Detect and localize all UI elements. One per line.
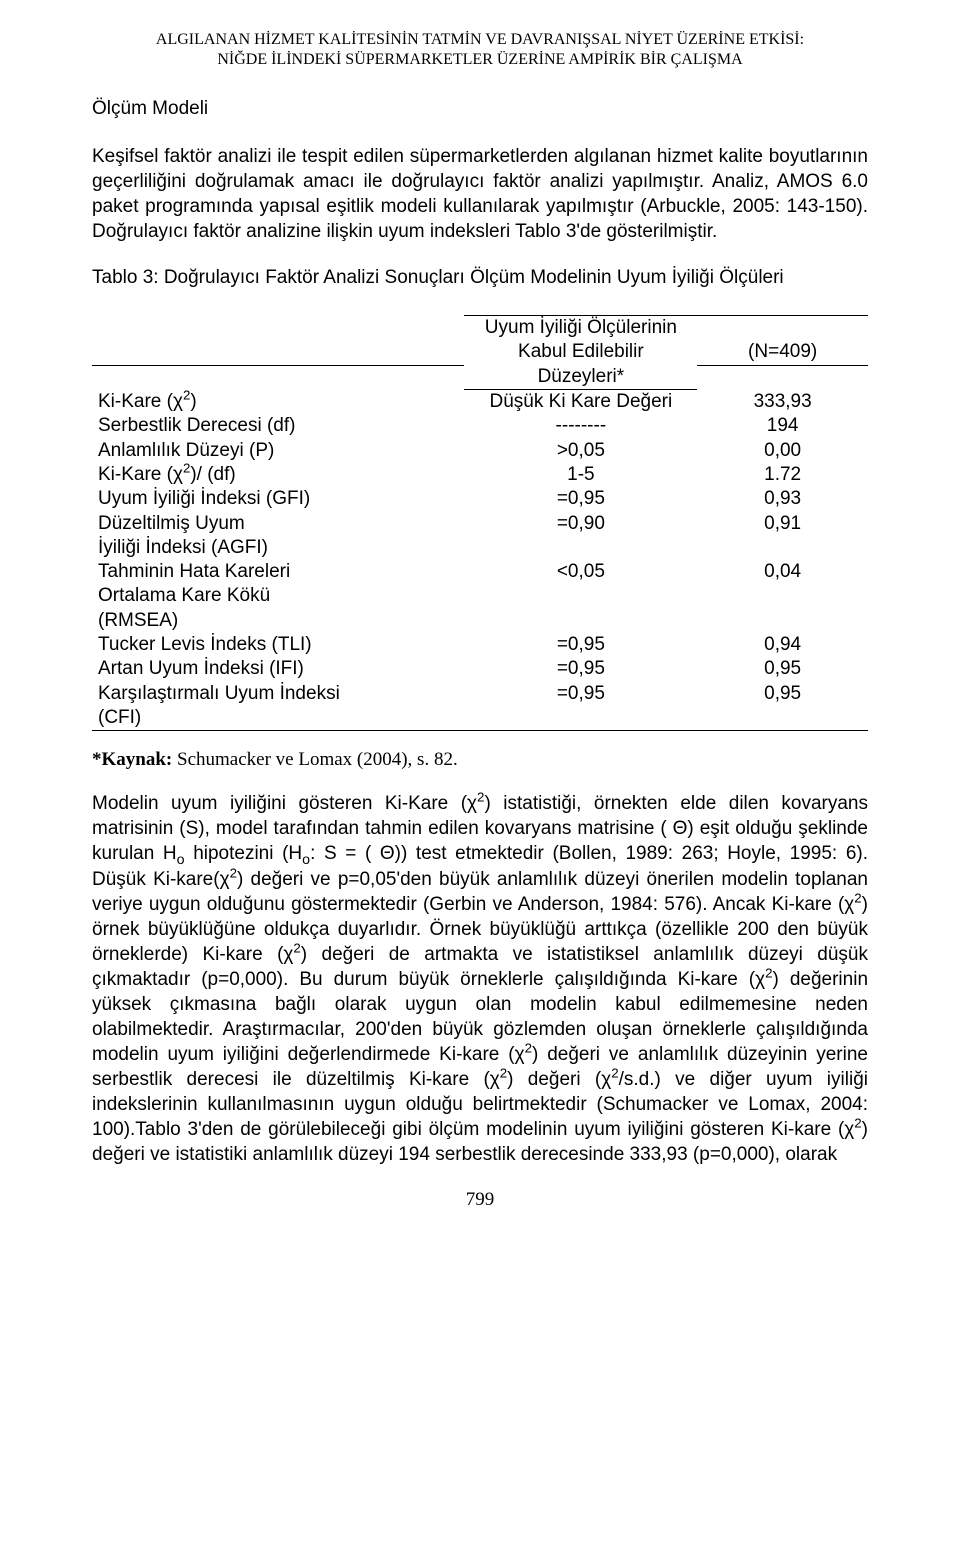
row-value: 0,95 [697,682,868,731]
table-row: Ki-Kare (χ2)Düşük Ki Kare Değeri333,93 [92,390,868,414]
row-label: Uyum İyiliği İndeksi (GFI) [92,487,464,511]
table-row: Karşılaştırmalı Uyum İndeksi(CFI)=0,950,… [92,682,868,731]
table-body: Ki-Kare (χ2)Düşük Ki Kare Değeri333,93Se… [92,390,868,731]
table-row: Artan Uyum İndeksi (IFI)=0,950,95 [92,657,868,681]
row-label: Ki-Kare (χ2)/ (df) [92,463,464,487]
row-value: 0,04 [697,560,868,633]
paragraph-2: Modelin uyum iyiliğini gösteren Ki-Kare … [92,791,868,1167]
paragraph-1: Keşifsel faktör analizi ile tespit edile… [92,144,868,244]
table-caption: Tablo 3: Doğrulayıcı Faktör Analizi Sonu… [92,266,868,291]
table-row: Tucker Levis İndeks (TLI)=0,950,94 [92,633,868,657]
header-crit-line2: Kabul Edilebilir [464,340,697,364]
row-label: Karşılaştırmalı Uyum İndeksi(CFI) [92,682,464,731]
row-label: Tahminin Hata KareleriOrtalama Kare Kökü… [92,560,464,633]
page-number: 799 [92,1189,868,1211]
header-crit-line1: Uyum İyiliği Ölçülerinin [464,316,697,340]
row-label: Tucker Levis İndeks (TLI) [92,633,464,657]
paper-page: ALGILANAN HİZMET KALİTESİNİN TATMİN VE D… [0,0,960,1251]
row-criterion: -------- [464,414,697,438]
section-title: Ölçüm Modeli [92,98,868,120]
source-rest: Schumacker ve Lomax (2004), s. 82. [172,749,457,770]
table-row: Anlamlılık Düzeyi (P)>0,050,00 [92,439,868,463]
table-row: Tahminin Hata KareleriOrtalama Kare Kökü… [92,560,868,633]
row-label: Serbestlik Derecesi (df) [92,414,464,438]
table-row: Serbestlik Derecesi (df)--------194 [92,414,868,438]
row-criterion: >0,05 [464,439,697,463]
table-bottom-rule [92,731,868,732]
running-head: ALGILANAN HİZMET KALİTESİNİN TATMİN VE D… [92,30,868,70]
row-label: Anlamlılık Düzeyi (P) [92,439,464,463]
table-row: Düzeltilmiş Uyumİyiliği İndeksi (AGFI)=0… [92,512,868,561]
running-head-line2: NİĞDE İLİNDEKİ SÜPERMARKETLER ÜZERİNE AM… [217,51,742,68]
table-header-row: Uyum İyiliği Ölçülerinin [92,316,868,340]
row-value: 0,94 [697,633,868,657]
row-criterion: =0,95 [464,633,697,657]
running-head-line1: ALGILANAN HİZMET KALİTESİNİN TATMİN VE D… [156,31,804,48]
fit-indices-table: Uyum İyiliği Ölçülerinin Kabul Edilebili… [92,315,868,731]
row-criterion: =0,95 [464,682,697,731]
row-label: Düzeltilmiş Uyumİyiliği İndeksi (AGFI) [92,512,464,561]
table-row: Ki-Kare (χ2)/ (df)1-51.72 [92,463,868,487]
table-header-row: Kabul Edilebilir (N=409) [92,340,868,364]
row-criterion: =0,95 [464,657,697,681]
row-criterion: =0,90 [464,512,697,561]
header-n-label: (N=409) [697,340,868,364]
row-label: Artan Uyum İndeksi (IFI) [92,657,464,681]
row-criterion: <0,05 [464,560,697,633]
row-criterion: 1-5 [464,463,697,487]
table-source-note: *Kaynak: Schumacker ve Lomax (2004), s. … [92,749,868,771]
row-value: 1.72 [697,463,868,487]
row-value: 333,93 [697,390,868,414]
row-criterion: =0,95 [464,487,697,511]
row-value: 0,95 [697,657,868,681]
row-criterion: Düşük Ki Kare Değeri [464,390,697,414]
row-value: 194 [697,414,868,438]
header-crit-line3: Düzeyleri* [538,366,625,387]
row-value: 0,00 [697,439,868,463]
row-value: 0,91 [697,512,868,561]
table-header-row: Düzeyleri* [92,365,868,389]
row-value: 0,93 [697,487,868,511]
table-row: Uyum İyiliği İndeksi (GFI)=0,950,93 [92,487,868,511]
source-bold: *Kaynak: [92,749,172,770]
row-label: Ki-Kare (χ2) [92,390,464,414]
